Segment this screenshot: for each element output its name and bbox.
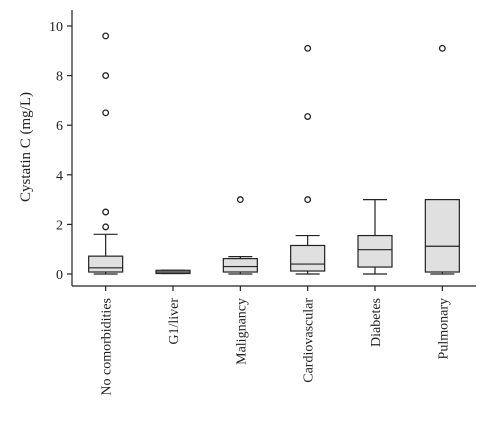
box-2 xyxy=(155,269,191,275)
y-tick-label: 4 xyxy=(56,169,63,184)
y-tick-label: 2 xyxy=(56,218,63,233)
outlier-point xyxy=(102,32,110,40)
interquartile-box xyxy=(222,258,258,273)
outlier-point xyxy=(236,196,244,204)
y-axis-title: Cystatin C (mg/L) xyxy=(18,92,34,202)
box-5 xyxy=(357,199,393,275)
outlier-point xyxy=(304,44,312,52)
box-4 xyxy=(290,44,326,275)
x-category-label: Diabetes xyxy=(369,298,384,347)
y-tick-label: 10 xyxy=(49,20,63,35)
x-category-label: G1/liver xyxy=(167,298,182,345)
box-1 xyxy=(88,32,124,275)
interquartile-box xyxy=(88,255,124,273)
outlier-point xyxy=(102,72,110,80)
y-tick-label: 0 xyxy=(56,268,63,283)
outlier-point xyxy=(304,113,312,120)
x-category-label: Cardiovascular xyxy=(302,298,317,383)
x-category-label: Malignancy xyxy=(234,298,249,365)
box-3 xyxy=(222,196,258,275)
x-category-label: Pulmonary xyxy=(436,298,451,359)
outlier-point xyxy=(304,196,312,204)
outlier-point xyxy=(102,109,110,117)
interquartile-box xyxy=(424,199,460,273)
outlier-point xyxy=(102,208,110,216)
interquartile-box xyxy=(290,244,326,272)
outlier-point xyxy=(102,223,110,231)
outlier-point xyxy=(438,44,446,52)
y-axis: 0 2 4 6 8 10 xyxy=(49,10,73,286)
y-tick-label: 6 xyxy=(56,119,63,134)
interquartile-box xyxy=(357,234,393,268)
box-6 xyxy=(424,44,460,275)
x-axis: No comorbidities G1/liver Malignancy Cardio… xyxy=(72,285,476,396)
box-plot-series xyxy=(88,32,460,275)
y-tick-label: 8 xyxy=(56,70,63,85)
x-category-label: No comorbidities xyxy=(100,298,115,396)
